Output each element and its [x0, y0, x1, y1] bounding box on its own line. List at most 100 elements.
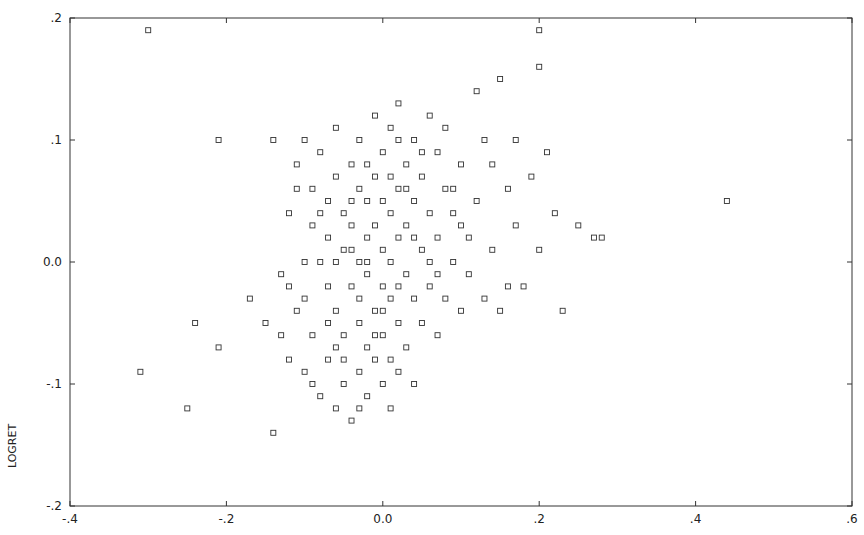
point — [396, 369, 401, 374]
x-tick-label: .4 — [690, 512, 701, 526]
point — [372, 308, 377, 313]
y-tick-label: .1 — [51, 133, 62, 147]
point — [396, 138, 401, 143]
x-tick — [539, 501, 540, 506]
point — [341, 211, 346, 216]
x-tick-label: 0.0 — [373, 512, 392, 526]
point — [349, 284, 354, 289]
point — [451, 186, 456, 191]
point — [576, 223, 581, 228]
point — [271, 430, 276, 435]
point — [279, 333, 284, 338]
point — [513, 223, 518, 228]
point — [388, 174, 393, 179]
y-tick-label: 0.0 — [43, 255, 62, 269]
point — [537, 64, 542, 69]
point — [404, 186, 409, 191]
point — [372, 333, 377, 338]
point — [333, 308, 338, 313]
point — [138, 369, 143, 374]
point — [365, 199, 370, 204]
point — [357, 138, 362, 143]
point — [333, 125, 338, 130]
point — [341, 382, 346, 387]
point — [380, 199, 385, 204]
point — [412, 296, 417, 301]
point — [185, 406, 190, 411]
y-tick — [70, 140, 75, 141]
point — [380, 247, 385, 252]
point — [271, 138, 276, 143]
point — [396, 321, 401, 326]
points — [138, 28, 730, 436]
point — [310, 382, 315, 387]
point — [310, 333, 315, 338]
point — [372, 357, 377, 362]
point — [341, 247, 346, 252]
point — [388, 211, 393, 216]
point — [591, 235, 596, 240]
point — [341, 333, 346, 338]
point — [513, 138, 518, 143]
point — [349, 247, 354, 252]
point — [388, 125, 393, 130]
x-tick — [70, 501, 71, 506]
point — [365, 394, 370, 399]
x-tick — [70, 18, 71, 23]
point — [326, 284, 331, 289]
point — [498, 77, 503, 82]
point — [380, 333, 385, 338]
point — [466, 235, 471, 240]
point — [427, 211, 432, 216]
point — [482, 296, 487, 301]
point — [365, 162, 370, 167]
point — [326, 357, 331, 362]
point — [349, 223, 354, 228]
y-tick — [70, 384, 75, 385]
point — [427, 284, 432, 289]
point — [435, 150, 440, 155]
point — [404, 223, 409, 228]
point — [435, 272, 440, 277]
x-tick — [852, 18, 853, 23]
y-axis-title: LOGRET — [6, 424, 19, 469]
point — [294, 186, 299, 191]
point — [396, 284, 401, 289]
point — [404, 272, 409, 277]
point — [365, 272, 370, 277]
point — [357, 406, 362, 411]
point — [474, 199, 479, 204]
point — [419, 150, 424, 155]
point — [459, 308, 464, 313]
point — [380, 284, 385, 289]
point — [435, 235, 440, 240]
point — [365, 345, 370, 350]
point — [380, 150, 385, 155]
y-tick-label: -.2 — [46, 499, 62, 513]
x-tick — [695, 18, 696, 23]
point — [357, 186, 362, 191]
x-tick — [226, 501, 227, 506]
point — [380, 382, 385, 387]
point — [599, 235, 604, 240]
x-tick — [852, 501, 853, 506]
point — [521, 284, 526, 289]
y-tick-label: .2 — [51, 11, 62, 25]
point — [388, 406, 393, 411]
point — [505, 186, 510, 191]
point — [193, 321, 198, 326]
plot-frame — [70, 18, 852, 506]
y-tick — [847, 262, 852, 263]
x-tick-label: .2 — [533, 512, 544, 526]
point — [419, 247, 424, 252]
x-tick — [382, 501, 383, 506]
point — [396, 186, 401, 191]
y-tick — [847, 384, 852, 385]
point — [286, 284, 291, 289]
point — [333, 406, 338, 411]
point — [459, 223, 464, 228]
point — [341, 357, 346, 362]
point — [333, 260, 338, 265]
point — [404, 162, 409, 167]
point — [404, 345, 409, 350]
